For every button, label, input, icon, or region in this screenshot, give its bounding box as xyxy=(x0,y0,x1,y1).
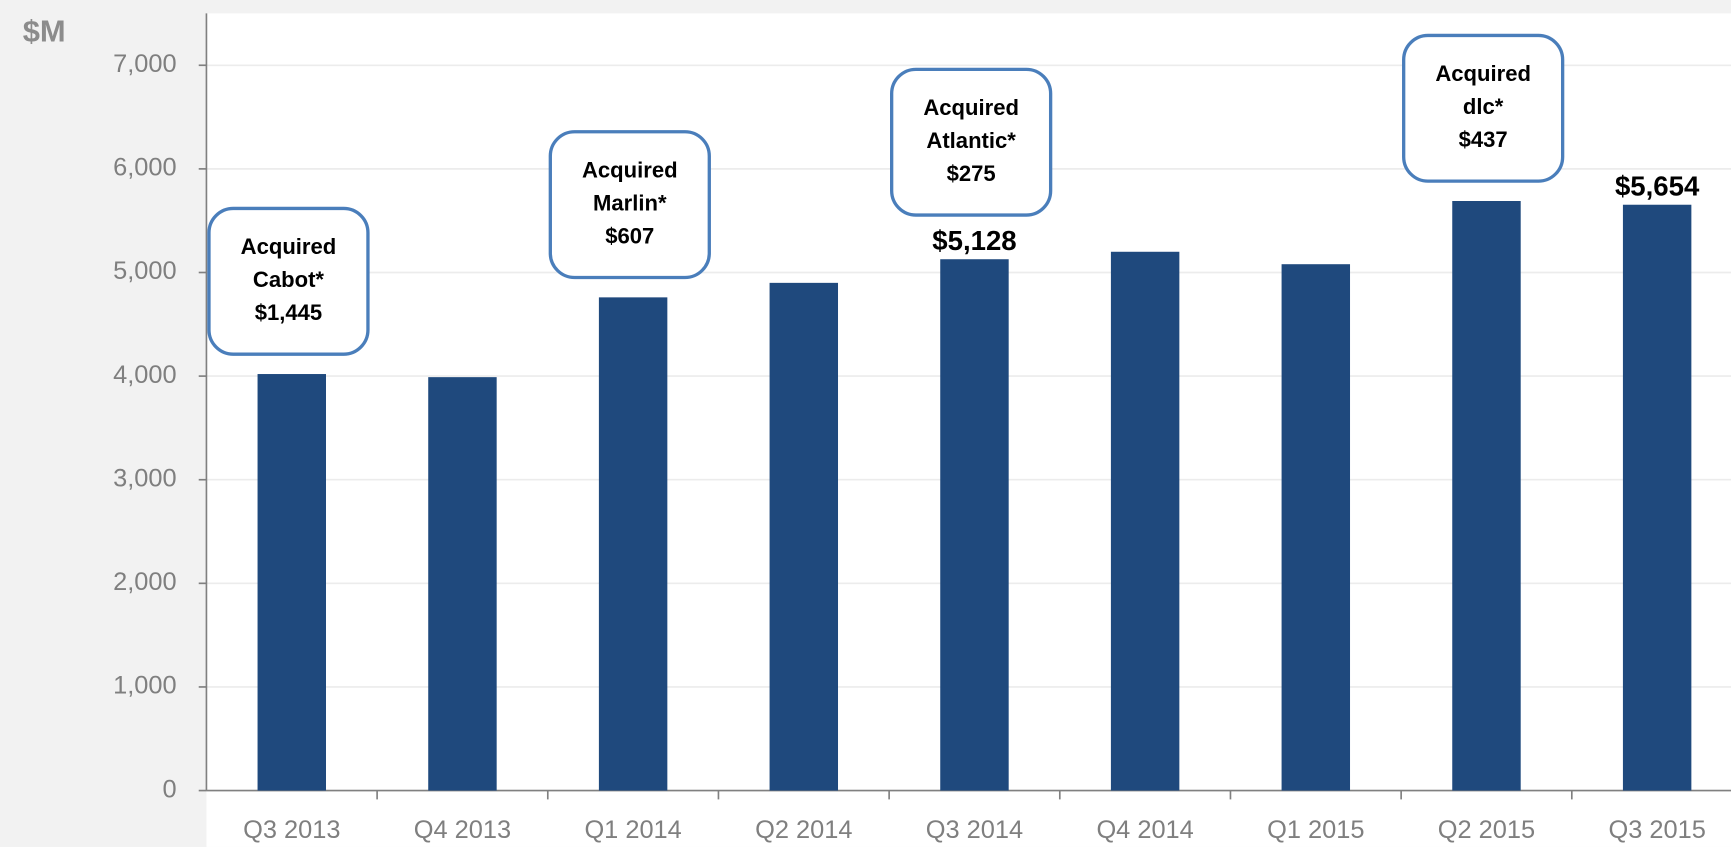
annotation-text: Acquired xyxy=(923,95,1019,120)
bar xyxy=(257,374,326,791)
x-tick-label: Q3 2015 xyxy=(1608,816,1705,844)
annotation-text: Atlantic* xyxy=(926,128,1016,153)
annotation: Acquired Marlin* $607 xyxy=(548,130,711,280)
x-tick-label: Q3 2013 xyxy=(243,816,340,844)
annotation-text: dlc* xyxy=(1463,94,1504,119)
annotation-text: $1,445 xyxy=(255,300,322,325)
annotation-box xyxy=(207,206,370,356)
bar xyxy=(598,297,668,791)
x-tick-label: Q3 2014 xyxy=(926,816,1023,844)
annotation-text: Cabot* xyxy=(253,267,325,292)
bar xyxy=(1622,204,1692,791)
bar xyxy=(1452,201,1521,791)
annotation-box xyxy=(1402,33,1565,183)
annotation-text: $607 xyxy=(605,224,654,249)
annotation-text: Acquired xyxy=(582,157,678,182)
bar xyxy=(1281,264,1351,791)
annotation-text: $275 xyxy=(947,161,996,186)
bar xyxy=(940,259,1009,791)
y-tick-label: 3,000 xyxy=(113,464,177,492)
x-tick-label: Q4 2014 xyxy=(1096,816,1193,844)
y-tick-label: 1,000 xyxy=(113,672,177,700)
x-tick-label: Q1 2014 xyxy=(584,816,681,844)
y-tick-label: 5,000 xyxy=(113,257,177,285)
value-label: $5,654 xyxy=(1615,170,1700,201)
x-tick-label: Q2 2015 xyxy=(1438,816,1535,844)
x-tick-label: Q4 2013 xyxy=(414,816,511,844)
y-axis-label: $M xyxy=(23,13,66,48)
bar xyxy=(769,282,839,791)
x-tick-label: Q2 2014 xyxy=(755,816,852,844)
annotation-text: Acquired xyxy=(1435,61,1531,86)
y-tick-label: 6,000 xyxy=(113,154,177,182)
annotation-box xyxy=(548,130,711,280)
annotation: Acquired Cabot* $1,445 xyxy=(207,206,370,356)
annotation-text: Acquired xyxy=(241,234,337,259)
annotation: Acquired dlc* $437 xyxy=(1402,33,1565,183)
y-tick-label: 7,000 xyxy=(113,50,177,78)
bar xyxy=(1110,251,1180,791)
annotation-box xyxy=(890,67,1053,217)
annotation: Acquired Atlantic* $275 xyxy=(890,67,1053,217)
y-tick-label: 4,000 xyxy=(113,361,177,389)
value-label: $5,128 xyxy=(932,225,1016,256)
annotation-text: Marlin* xyxy=(593,190,667,215)
x-tick-label: Q1 2015 xyxy=(1267,816,1364,844)
y-tick-label: 0 xyxy=(163,775,177,803)
bar xyxy=(428,377,497,791)
y-tick-label: 2,000 xyxy=(113,568,177,596)
annotation-text: $437 xyxy=(1459,127,1508,152)
